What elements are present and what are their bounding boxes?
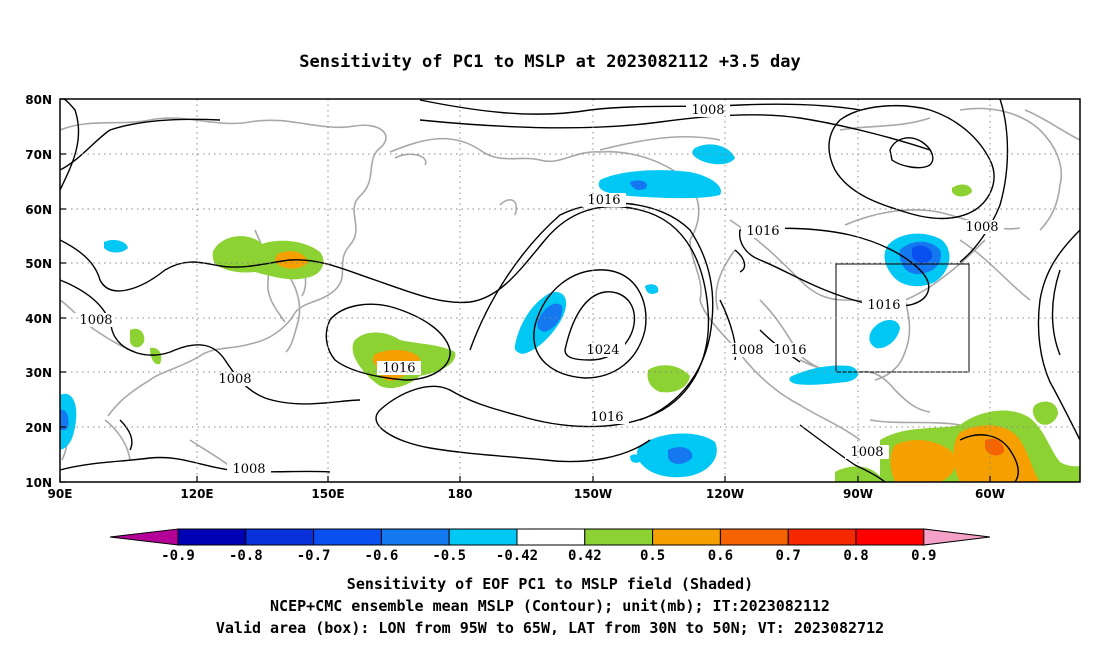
colorbar-label: 0.7 xyxy=(776,548,801,564)
contour-label: 1008 xyxy=(691,103,724,118)
colorbar-label: 0.8 xyxy=(843,548,868,564)
lon-label: 180 xyxy=(447,487,472,501)
footer-line-3: Valid area (box): LON from 95W to 65W, L… xyxy=(216,619,884,637)
contour-label: 1008 xyxy=(850,445,883,460)
colorbar-swatch xyxy=(584,528,654,546)
contour-label: 1008 xyxy=(79,313,112,328)
lon-label: 60W xyxy=(975,487,1005,501)
colorbar-label: -0.42 xyxy=(496,548,538,564)
colorbar-label: -0.8 xyxy=(229,548,263,564)
lat-label: 80N xyxy=(25,93,52,107)
axis-ticks xyxy=(59,98,991,483)
colorbar-swatch xyxy=(245,528,315,546)
colorbar-label: 0.42 xyxy=(568,548,602,564)
lon-label: 120E xyxy=(180,487,213,501)
footer-line-2: NCEP+CMC ensemble mean MSLP (Contour); u… xyxy=(270,597,830,615)
contour-label: 1016 xyxy=(773,343,806,358)
lat-label: 40N xyxy=(25,312,52,326)
colorbar-arrow-left xyxy=(109,528,179,546)
lat-label: 20N xyxy=(25,421,52,435)
colorbar-label: -0.5 xyxy=(432,548,466,564)
gridlines xyxy=(60,99,1080,482)
latitude-labels: 80N 70N 60N 50N 40N 30N 20N 10N xyxy=(25,93,52,490)
colorbar-label: 0.9 xyxy=(911,548,936,564)
longitude-labels: 90E 120E 150E 180 150W 120W 90W 60W xyxy=(48,487,1005,501)
contour-label: 1016 xyxy=(587,193,620,208)
colorbar-swatch xyxy=(177,528,247,546)
lon-label: 120W xyxy=(706,487,744,501)
colorbar-swatch xyxy=(652,528,721,546)
colorbar-label: -0.9 xyxy=(161,548,195,564)
colorbar-label: -0.7 xyxy=(297,548,331,564)
colorbar-swatch xyxy=(787,528,857,546)
lat-label: 50N xyxy=(25,257,52,271)
contour-label: 1016 xyxy=(382,361,415,376)
colorbar: -0.9 -0.8 -0.7 -0.6 -0.5 -0.42 0.42 0.5 0.6 0.7 0.… xyxy=(109,528,991,564)
colorbar-swatch xyxy=(855,528,925,546)
colorbar-swatch xyxy=(448,528,518,546)
contour-label: 1016 xyxy=(746,224,779,239)
colorbar-arrow-right xyxy=(923,528,991,546)
lon-label: 150W xyxy=(574,487,612,501)
contour-label: 1008 xyxy=(730,343,763,358)
lat-label: 30N xyxy=(25,366,52,380)
contour-label: 1016 xyxy=(590,410,623,425)
contour-label: 1008 xyxy=(965,220,998,235)
footer-line-1: Sensitivity of EOF PC1 to MSLP field (Sh… xyxy=(347,575,753,593)
map-plot-area: 1008 1016 1016 1008 1008 1016 1024 1016 … xyxy=(60,99,1080,482)
lat-label: 10N xyxy=(25,476,52,490)
contour-label: 1016 xyxy=(867,298,900,313)
sensitivity-shading xyxy=(60,144,1080,482)
colorbar-label: 0.5 xyxy=(640,548,665,564)
lon-label: 90E xyxy=(48,487,73,501)
lon-label: 90W xyxy=(843,487,873,501)
colorbar-label: 0.6 xyxy=(708,548,733,564)
plot-frame xyxy=(59,98,1081,483)
contour-label: 1024 xyxy=(586,343,619,358)
colorbar-swatch xyxy=(313,528,382,546)
lat-label: 60N xyxy=(25,203,52,217)
contour-label: 1008 xyxy=(232,462,265,477)
colorbar-swatch xyxy=(516,528,586,546)
colorbar-swatch xyxy=(380,528,450,546)
contour-label: 1008 xyxy=(218,372,251,387)
colorbar-swatch xyxy=(719,528,789,546)
lat-label: 70N xyxy=(25,148,52,162)
colorbar-label: -0.6 xyxy=(365,548,399,564)
map-title: Sensitivity of PC1 to MSLP at 2023082112… xyxy=(299,52,801,72)
mslp-contours xyxy=(60,99,1080,482)
lon-label: 150E xyxy=(311,487,344,501)
